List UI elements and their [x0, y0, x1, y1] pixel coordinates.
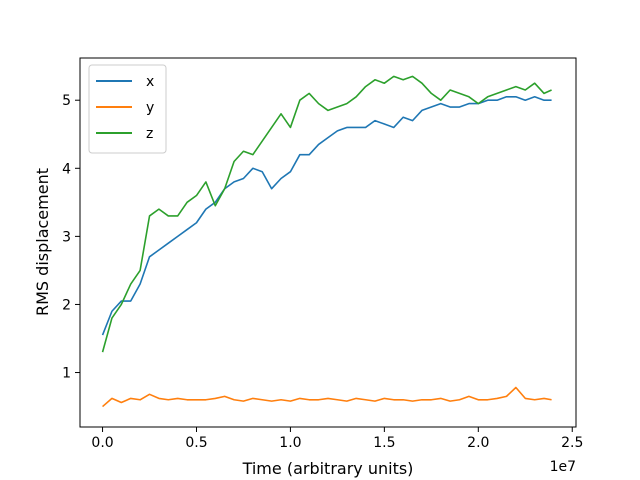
x-tick-label: 2.0 [467, 435, 489, 451]
legend-label-z: z [146, 126, 153, 142]
x-axis-ticks: 0.0 0.5 1.0 1.5 2.0 2.5 [91, 427, 583, 451]
y-axis-ticks: 1 2 3 4 5 [62, 93, 80, 382]
legend-box [88, 64, 167, 154]
series-line-z [101, 75, 552, 353]
y-tick-label: 5 [62, 93, 71, 109]
y-axis-title: RMS displacement [33, 168, 52, 316]
y-tick-label: 2 [62, 297, 71, 313]
y-tick-label: 3 [62, 229, 71, 245]
legend-label-y: y [146, 100, 154, 116]
y-tick-label: 1 [62, 366, 71, 382]
plot-content [101, 75, 552, 408]
plot-frame [79, 57, 577, 428]
y-tick-label: 4 [62, 161, 71, 177]
x-axis-offset-label: 1e7 [550, 459, 576, 475]
x-axis-title: Time (arbitrary units) [242, 459, 414, 478]
legend-label-x: x [146, 74, 154, 90]
x-tick-label: 1.0 [279, 435, 301, 451]
x-tick-label: 0.0 [91, 435, 113, 451]
series-line-y [102, 386, 552, 408]
x-tick-label: 0.5 [185, 435, 207, 451]
x-tick-label: 2.5 [561, 435, 583, 451]
x-tick-label: 1.5 [373, 435, 395, 451]
legend: xyz [88, 64, 167, 154]
